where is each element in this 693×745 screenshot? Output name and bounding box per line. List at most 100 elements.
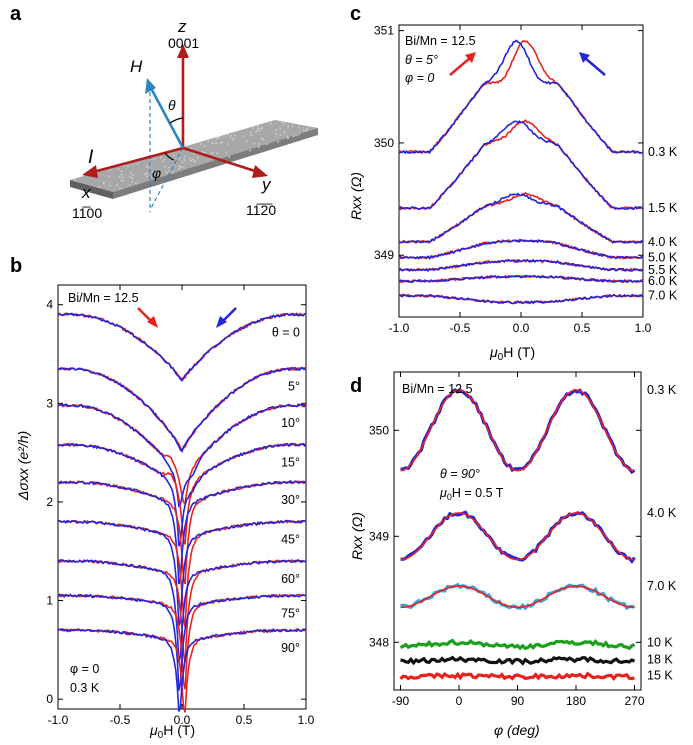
film-dot [192, 159, 194, 161]
panel-letter-a: a [10, 3, 22, 25]
plot-b-ytick-label: 1 [46, 594, 53, 608]
film-dot [119, 176, 121, 178]
plot-d-series-label: 18 K [647, 652, 673, 666]
h-arrow-icon [145, 78, 156, 94]
film-dot [135, 182, 137, 184]
film-dot [109, 169, 111, 171]
plot-c-theta: θ = 5° [405, 53, 438, 67]
film-dot [129, 176, 131, 178]
plot-c-xtick-label: 1.0 [635, 321, 652, 335]
plot-d-data-curve [401, 512, 635, 561]
theta-label: θ [168, 97, 176, 113]
film-dot [213, 143, 215, 145]
film-dot [306, 128, 308, 130]
plot-d-fit-curve [401, 390, 635, 471]
film-dot [266, 143, 268, 145]
film-dot [215, 142, 217, 144]
film-dot [227, 143, 229, 145]
film-dot [153, 158, 155, 160]
plot-b-series-label: 15° [281, 455, 300, 469]
plot-d-data-curve [401, 390, 635, 472]
plot-b-xtick-label: -1.0 [48, 713, 69, 727]
plot-b-series-label: 5° [288, 380, 300, 394]
film-dot [298, 134, 300, 136]
film-dot [123, 180, 125, 182]
y-label: y [261, 175, 272, 194]
film-dot [74, 179, 76, 181]
plot-b-phi: φ = 0 [70, 662, 99, 676]
plot-c-ytick-label: 350 [374, 136, 394, 150]
y-direction: 11̅2̅0 [246, 202, 276, 218]
plot-b-curve-down [58, 404, 306, 506]
film-dot [98, 186, 100, 188]
plot-c-ytick-label: 351 [374, 24, 394, 38]
plot-d-xtick-label: 180 [566, 694, 586, 708]
plot-c-ylabel: Rxx (Ω) [348, 172, 364, 220]
plot-c-curve-down [399, 240, 643, 259]
film-dot [168, 167, 170, 169]
plot-d-series-label: 4.0 K [647, 506, 677, 520]
film-dot [195, 161, 197, 163]
film-dot [251, 134, 253, 136]
film-dot [178, 165, 180, 167]
film-dot [119, 188, 121, 190]
film-dot [131, 181, 133, 183]
film-dot [233, 137, 235, 139]
film-dot [258, 143, 260, 145]
film-dot [219, 136, 221, 138]
film-dot [163, 159, 165, 161]
film-dot [201, 151, 203, 153]
plot-b-ytick-label: 0 [46, 692, 53, 706]
film-dot [227, 134, 229, 136]
film-dot [229, 137, 231, 139]
plot-b-xlabel: μ0H (T) [149, 722, 195, 741]
film-dot [253, 143, 255, 145]
plot-b-curve-up [58, 404, 306, 503]
c-sweep-up-arrow [450, 58, 470, 75]
plot-panel-b: -1.0 -0.5 0.0 0.5 1.0 0 1 2 3 4 θ = 0 5° 10° 15° 30° 4… [15, 285, 315, 741]
plot-b-temp: 0.3 K [70, 681, 100, 695]
plot-b-series-label: 75° [281, 606, 300, 620]
plot-b-sample: Bi/Mn = 12.5 [68, 291, 139, 305]
film-dot [292, 125, 294, 127]
film-dot [261, 138, 263, 140]
plot-d-data-curve [401, 658, 635, 664]
plot-c-xtick-label: 0.0 [513, 321, 530, 335]
plot-b-series-label: 30° [281, 493, 300, 507]
c-sweep-down-arrow [585, 58, 605, 75]
plot-b-xtick-label: -0.5 [110, 713, 131, 727]
film-dot [147, 166, 149, 168]
film-dot [122, 177, 124, 179]
theta-arc [170, 118, 183, 123]
plot-b-curve-down [58, 560, 306, 663]
film-dot [293, 135, 295, 137]
film-dot [184, 155, 186, 157]
plot-d-series-label: 7.0 K [647, 579, 677, 593]
plot-c-series-label: 0.3 K [648, 145, 678, 159]
film-dot [162, 161, 164, 163]
film-dot [275, 129, 277, 131]
film-dot [257, 128, 259, 130]
plot-c-curve-up [399, 193, 643, 243]
film-dot [109, 185, 111, 187]
plot-c-series-labels: 0.3 K 1.5 K 4.0 K5.0 K5.5 K6.0 K7.0 K [648, 145, 678, 303]
plot-d-fit-curve [401, 513, 635, 560]
plot-c-phi: φ = 0 [405, 71, 434, 85]
film-dot [127, 166, 129, 168]
plot-b-ytick-label: 4 [46, 298, 53, 312]
film-dot [197, 157, 199, 159]
plot-d-series-label: 10 K [647, 635, 673, 649]
film-dot [146, 172, 148, 174]
plot-b-curve-up [58, 560, 306, 662]
film-dot [257, 126, 259, 128]
film-dot [103, 183, 105, 185]
film-dot [121, 180, 123, 182]
plot-b-ylabel: Δσxx (e²/h) [15, 431, 31, 501]
x-label: x [81, 183, 91, 202]
film-dot [258, 146, 260, 148]
plot-c-xtick-label: -0.5 [450, 321, 471, 335]
plot-d-xtick-label: 90 [511, 694, 525, 708]
film-dot [160, 157, 162, 159]
plot-c-series-label: 6.0 K [648, 274, 678, 288]
